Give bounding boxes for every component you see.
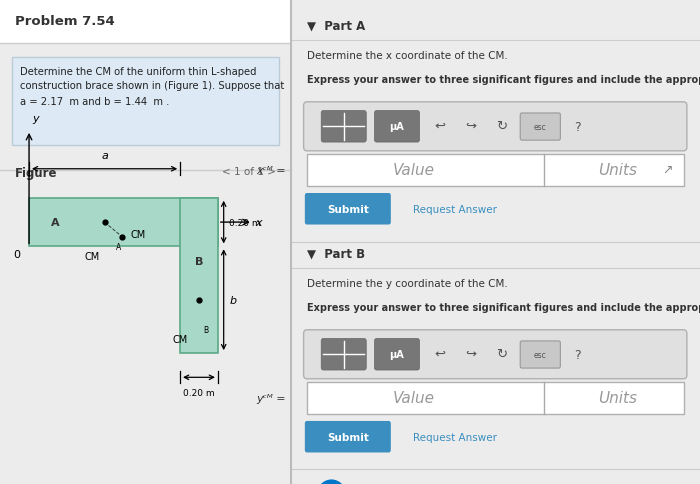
Text: ▼  Part B: ▼ Part B [307,247,365,260]
Text: esc: esc [534,350,547,359]
Text: A: A [51,218,60,227]
Text: CM: CM [172,334,188,344]
FancyBboxPatch shape [307,155,684,186]
Text: 0.20 m: 0.20 m [230,218,261,227]
Text: ↩: ↩ [435,347,445,360]
Text: Express your answer to three significant figures and include the appropriate uni: Express your answer to three significant… [307,302,700,313]
Text: 0: 0 [13,249,20,259]
Text: A: A [116,242,122,252]
Text: μA: μA [390,122,405,132]
Text: Problem 7.54: Problem 7.54 [15,15,114,28]
Text: Units: Units [598,391,638,406]
Text: Value: Value [392,391,434,406]
Text: esc: esc [534,122,547,131]
Text: xᶜᴹ =: xᶜᴹ = [257,166,286,176]
Text: Determine the y coordinate of the CM.: Determine the y coordinate of the CM. [307,278,508,288]
Text: CM: CM [85,252,100,262]
Text: ↻: ↻ [496,120,507,132]
FancyBboxPatch shape [304,330,687,379]
FancyBboxPatch shape [321,111,366,143]
Text: ↗: ↗ [662,163,673,176]
Text: Determine the CM of the uniform thin L-shaped: Determine the CM of the uniform thin L-s… [20,67,257,77]
Text: Request Answer: Request Answer [413,432,497,442]
Bar [0,0,290,44]
FancyBboxPatch shape [520,341,561,368]
FancyBboxPatch shape [520,114,561,141]
FancyBboxPatch shape [307,382,684,414]
FancyBboxPatch shape [321,339,366,370]
Text: Express your answer to three significant figures and include the appropriate uni: Express your answer to three significant… [307,75,700,85]
Text: Request Answer: Request Answer [413,205,497,214]
Text: Submit: Submit [327,432,369,442]
FancyBboxPatch shape [304,421,391,453]
Text: ↩: ↩ [435,120,445,132]
Text: < 1 of 1 >: < 1 of 1 > [222,167,276,177]
Bar [180,198,218,353]
Text: μA: μA [390,349,405,359]
Bar [29,198,218,247]
Text: yᶜᴹ =: yᶜᴹ = [257,393,286,403]
Text: 0.20 m: 0.20 m [183,388,215,397]
Text: ↪: ↪ [465,120,476,132]
Text: Units: Units [598,163,638,178]
FancyBboxPatch shape [304,103,687,151]
Text: a: a [101,151,108,161]
Text: CM: CM [131,230,146,240]
Text: ↻: ↻ [496,347,507,360]
Text: B: B [204,325,209,334]
Text: B: B [195,257,203,266]
FancyBboxPatch shape [304,194,391,225]
Text: x: x [256,218,262,227]
Text: ↪: ↪ [465,347,476,360]
Circle shape [316,480,347,484]
Text: a = 2.17  m and b = 1.44  m .: a = 2.17 m and b = 1.44 m . [20,97,169,107]
Text: ?: ? [574,348,580,361]
Text: Determine the x coordinate of the CM.: Determine the x coordinate of the CM. [307,51,508,61]
Text: y: y [32,113,38,123]
FancyBboxPatch shape [374,339,419,370]
Text: Value: Value [392,163,434,178]
Text: construction brace shown in (Figure 1). Suppose that: construction brace shown in (Figure 1). … [20,81,285,91]
Text: b: b [230,295,237,305]
FancyBboxPatch shape [12,58,279,145]
Text: Submit: Submit [327,205,369,214]
Text: Figure: Figure [15,167,57,180]
FancyBboxPatch shape [374,111,419,143]
Text: ?: ? [574,121,580,133]
Text: ▼  Part A: ▼ Part A [307,19,365,32]
